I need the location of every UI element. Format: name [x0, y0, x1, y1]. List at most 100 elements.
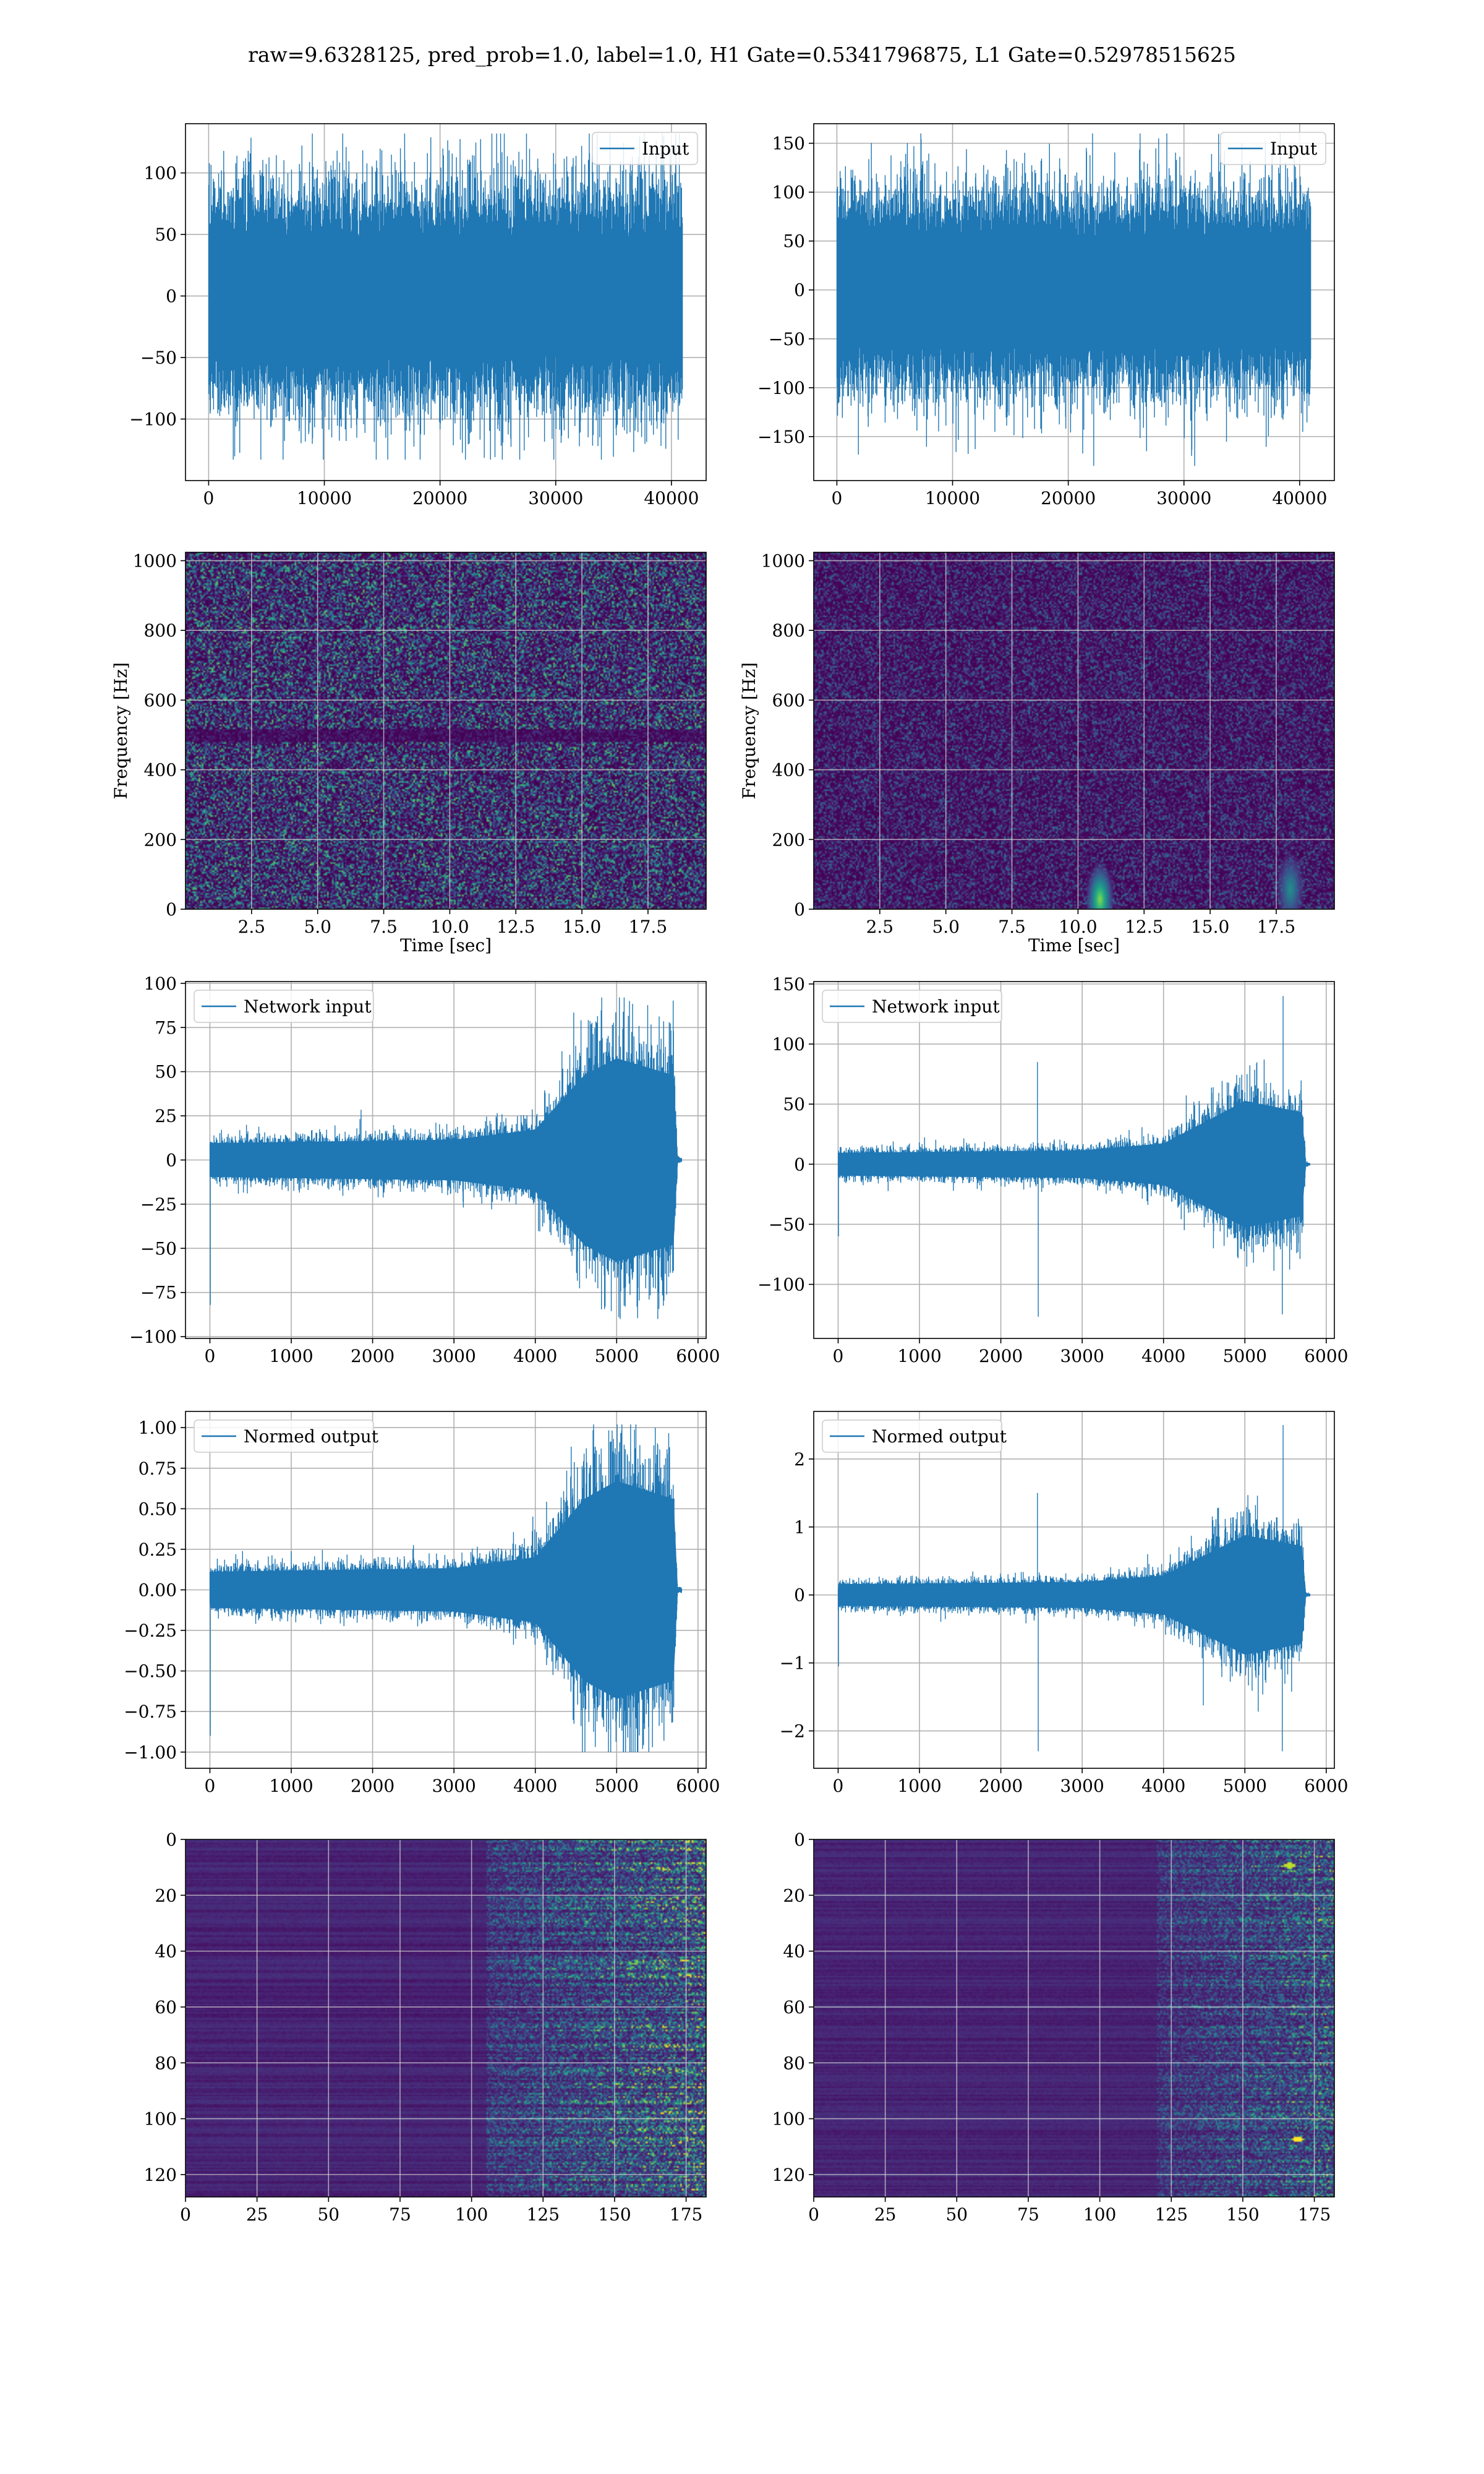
- series-core: [208, 237, 683, 356]
- y-tick-label: 50: [155, 1062, 177, 1082]
- y-tick-label: 0: [166, 1830, 177, 1850]
- y-tick-label: 800: [144, 620, 177, 641]
- panel-h1-feature-map: 0 25 50 75 100 125 150 175 0 20 40 60 80 100 120: [144, 1830, 707, 2225]
- y-tick-label: 1000: [133, 551, 177, 571]
- legend-label: Normed output: [244, 1426, 379, 1447]
- x-tick-label: 175: [670, 2204, 702, 2225]
- legend: Network input: [822, 990, 1002, 1023]
- y-tick-label: −50: [140, 1238, 177, 1259]
- y-tick-label: 600: [144, 690, 177, 711]
- x-tick-label: 25: [246, 2204, 268, 2225]
- x-tick-label: 2000: [979, 1346, 1023, 1366]
- x-tick-label: 40000: [644, 488, 699, 508]
- y-tick-label: −0.50: [124, 1661, 177, 1682]
- x-tick-label: 150: [598, 2204, 631, 2225]
- y-tick-label: 60: [155, 1997, 177, 2018]
- grid: [814, 552, 1334, 909]
- y-tick-label: 100: [144, 974, 177, 994]
- x-tick-label: 30000: [1156, 488, 1211, 508]
- series-core: [838, 1100, 1310, 1228]
- legend-box: [194, 990, 374, 1023]
- x-tick-label: 30000: [528, 488, 583, 508]
- x-tick-label: 7.5: [998, 917, 1026, 937]
- y-tick-label: 400: [772, 760, 805, 781]
- ticks: 0 1000 2000 3000 4000 5000 6000 −1.00 −0.75 −0.50…: [124, 1418, 720, 1796]
- y-tick-label: 50: [155, 225, 177, 245]
- x-tick-label: 17.5: [629, 917, 667, 937]
- axes-frame: [813, 123, 1335, 481]
- panel-h1-input: Input 0 10000 20000 30000 40000 −100 −50 0 50 100: [129, 123, 707, 508]
- ticks: 0 10000 20000 30000 40000 −100 −50 0 50 100: [129, 163, 699, 508]
- x-tick-label: 17.5: [1257, 917, 1295, 937]
- x-tick-label: 75: [1017, 2204, 1039, 2225]
- x-tick-label: 0: [205, 1346, 216, 1366]
- panel-l1-feature-map: 0 25 50 75 100 125 150 175 0 20 40 60 80 100 120: [772, 1830, 1335, 2225]
- y-axis-label: Frequency [Hz]: [111, 662, 131, 799]
- series-core: [210, 1058, 682, 1262]
- series-core: [210, 1481, 682, 1699]
- y-tick-label: 0: [166, 899, 177, 920]
- legend-label: Network input: [872, 996, 1000, 1017]
- x-tick-label: 3000: [1060, 1346, 1104, 1366]
- y-tick-label: 0.75: [139, 1458, 177, 1479]
- x-tick-label: 20000: [1041, 488, 1096, 508]
- heatmap-image: [186, 552, 706, 909]
- y-tick-label: −100: [129, 1327, 177, 1347]
- axes-frame: [813, 1839, 1335, 2198]
- x-tick-label: 2.5: [238, 917, 266, 937]
- x-tick-label: 2000: [979, 1776, 1023, 1796]
- x-tick-label: 3000: [1060, 1776, 1104, 1796]
- x-tick-label: 0: [833, 1346, 844, 1366]
- y-tick-label: 0: [794, 1830, 805, 1850]
- panel-l1-input: Input 0 10000 20000 30000 40000 −150 −100 −50 0 50…: [757, 123, 1335, 508]
- y-tick-label: 0.50: [139, 1499, 177, 1519]
- x-tick-label: 6000: [676, 1776, 720, 1796]
- y-tick-label: 100: [772, 1034, 805, 1055]
- heatmap-image: [814, 1839, 1334, 2197]
- x-tick-label: 12.5: [497, 917, 535, 937]
- x-tick-label: 5000: [1223, 1346, 1267, 1366]
- legend-label: Input: [1270, 139, 1318, 159]
- y-tick-label: −2: [780, 1721, 805, 1742]
- y-tick-label: −100: [757, 1275, 805, 1295]
- y-tick-label: 1000: [761, 551, 805, 571]
- x-tick-label: 4000: [513, 1346, 557, 1366]
- x-tick-label: 150: [1226, 2204, 1259, 2225]
- legend: Normed output: [194, 1419, 379, 1453]
- y-tick-label: 0.00: [139, 1580, 177, 1601]
- x-tick-label: 20000: [412, 488, 467, 508]
- series-core: [838, 1535, 1310, 1655]
- x-tick-label: 4000: [1141, 1776, 1185, 1796]
- ticks: 0 1000 2000 3000 4000 5000 6000 −2 −1 0 1 2: [780, 1449, 1349, 1796]
- y-tick-label: 100: [144, 163, 177, 184]
- x-tick-label: 0: [180, 2204, 191, 2225]
- x-tick-label: 50: [945, 2204, 968, 2225]
- panel-h1-spectrogram: 2.5 5.0 7.5 10.0 12.5 15.0 17.5 0 200 400 600 800 10…: [111, 551, 707, 956]
- x-tick-label: 50: [317, 2204, 339, 2225]
- axes-frame: [813, 981, 1335, 1339]
- y-tick-label: 100: [772, 182, 805, 203]
- x-tick-label: 100: [455, 2204, 488, 2225]
- legend-box: [194, 1419, 374, 1453]
- x-tick-label: 75: [389, 2204, 411, 2225]
- y-tick-label: 120: [144, 2165, 177, 2185]
- y-tick-label: 1.00: [139, 1418, 177, 1438]
- x-tick-label: 100: [1083, 2204, 1116, 2225]
- series-core: [837, 236, 1311, 343]
- y-tick-label: 400: [144, 760, 177, 781]
- legend-box: [1220, 132, 1326, 165]
- x-tick-label: 0: [203, 488, 215, 508]
- legend: Normed output: [822, 1419, 1007, 1453]
- y-tick-label: 40: [783, 1941, 805, 1962]
- legend: Network input: [194, 990, 374, 1023]
- y-tick-label: −150: [757, 427, 805, 447]
- ticks: 2.5 5.0 7.5 10.0 12.5 15.0 17.5 0 200 400 600 800 10…: [761, 551, 1295, 937]
- x-tick-label: 25: [874, 2204, 897, 2225]
- x-tick-label: 10.0: [1059, 917, 1097, 937]
- x-tick-label: 5000: [1223, 1776, 1267, 1796]
- ticks: 0 25 50 75 100 125 150 175 0 20 40 60 80 100 120: [144, 1830, 703, 2225]
- heatmap-image: [814, 552, 1334, 909]
- ticks: 0 10000 20000 30000 40000 −150 −100 −50 0 50 100 15…: [757, 134, 1327, 508]
- x-tick-label: 1000: [897, 1776, 941, 1796]
